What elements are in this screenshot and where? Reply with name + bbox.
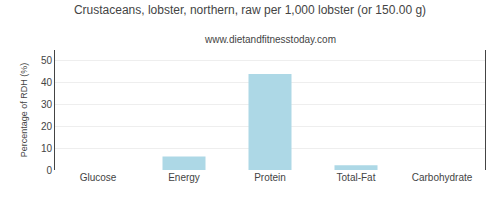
svg-text:www.dietandfitnesstoday.com: www.dietandfitnesstoday.com	[204, 34, 336, 45]
svg-text:Glucose: Glucose	[80, 172, 117, 183]
svg-text:20: 20	[41, 121, 53, 132]
svg-text:Energy: Energy	[168, 172, 200, 183]
svg-text:Crustaceans, lobster, northern: Crustaceans, lobster, northern, raw per …	[74, 3, 426, 17]
svg-text:40: 40	[41, 77, 53, 88]
svg-text:10: 10	[41, 143, 53, 154]
svg-text:30: 30	[41, 99, 53, 110]
svg-text:Total-Fat: Total-Fat	[337, 172, 376, 183]
svg-text:Carbohydrate: Carbohydrate	[412, 172, 473, 183]
svg-text:50: 50	[41, 55, 53, 66]
svg-text:0: 0	[46, 165, 52, 176]
svg-text:Percentage of RDH (%): Percentage of RDH (%)	[19, 63, 29, 158]
svg-text:Protein: Protein	[254, 172, 286, 183]
